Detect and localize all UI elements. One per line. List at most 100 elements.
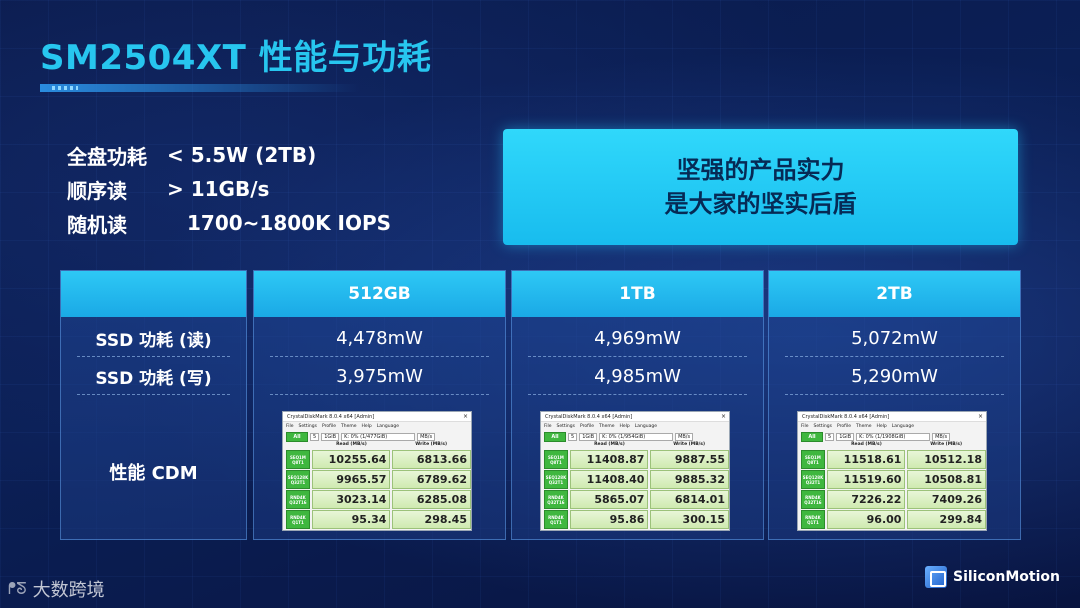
cdm-test-button[interactable]: RND4K Q32T16 xyxy=(544,490,568,509)
cdm-menu-item[interactable]: Language xyxy=(634,424,658,429)
cdm-all-button[interactable]: All xyxy=(286,431,308,442)
cdm-menu-item[interactable]: Help xyxy=(619,424,630,429)
cdm-test-button[interactable]: RND4K Q1T1 xyxy=(801,510,825,529)
cdm-test-button[interactable]: SEQ128K Q32T1 xyxy=(286,470,310,489)
close-icon[interactable]: × xyxy=(462,413,468,420)
cdm-menu-item[interactable]: Settings xyxy=(298,424,317,429)
cdm-result-row: RND4K Q32T16 5865.07 6814.01 xyxy=(541,490,729,509)
cdm-all-button[interactable]: All xyxy=(801,431,823,442)
cdm-all-button[interactable]: All xyxy=(544,431,566,442)
cdm-menu-item[interactable]: Theme xyxy=(341,424,357,429)
cdm-menu-item[interactable]: Settings xyxy=(556,424,575,429)
spec-label: 随机读 xyxy=(67,212,127,237)
spec-value: 1700~1800K IOPS xyxy=(187,211,392,235)
cdm-window: CrystalDiskMark 8.0.4 x64 [Admin] × File… xyxy=(282,411,472,531)
row-label-header xyxy=(61,271,246,317)
cdm-menu-item[interactable]: Settings xyxy=(813,424,832,429)
cdm-menu-item[interactable]: File xyxy=(286,424,294,429)
cdm-test-name: RND4K xyxy=(548,514,564,520)
siliconmotion-text: SiliconMotion xyxy=(953,569,1060,585)
cdm-test-button[interactable]: SEQ128K Q32T1 xyxy=(801,470,825,489)
cdm-unit-select[interactable]: MB/s xyxy=(417,432,436,441)
row-label-column: SSD 功耗 (读) SSD 功耗 (写) 性能 CDM xyxy=(60,270,247,540)
cdm-count-select[interactable]: 5 xyxy=(310,432,320,441)
cdm-write-value: 300.15 xyxy=(650,510,729,529)
cdm-read-header: Read (MB/s) xyxy=(336,442,367,447)
cdm-test-queue: Q8T1 xyxy=(550,459,562,465)
cdm-result-row: RND4K Q1T1 96.00 299.84 xyxy=(798,510,986,529)
cdm-test-queue: Q1T1 xyxy=(807,519,819,525)
siliconmotion-icon xyxy=(925,566,947,588)
cdm-size-select[interactable]: 1GiB xyxy=(321,432,340,441)
cdm-test-button[interactable]: RND4K Q1T1 xyxy=(286,510,310,529)
cdm-read-value: 5865.07 xyxy=(569,490,649,509)
cdm-menu-item[interactable]: Theme xyxy=(856,424,872,429)
cdm-window: CrystalDiskMark 8.0.4 x64 [Admin] × File… xyxy=(797,411,987,531)
cdm-controls: All 5 1GiB K: 0% (1/1908GiB) MB/s xyxy=(798,431,986,442)
cdm-read-value: 11408.87 xyxy=(569,450,649,469)
close-icon[interactable]: × xyxy=(720,413,726,420)
cdm-count-select[interactable]: 5 xyxy=(825,432,835,441)
cdm-test-button[interactable]: SEQ1M Q8T1 xyxy=(286,450,310,469)
cdm-test-button[interactable]: RND4K Q32T16 xyxy=(286,490,310,509)
cdm-drive-select[interactable]: K: 0% (1/1908GiB) xyxy=(856,432,931,441)
cdm-menu-item[interactable]: Language xyxy=(376,424,400,429)
cdm-test-name: SEQ1M xyxy=(548,454,564,460)
cdm-test-name: RND4K xyxy=(805,514,821,520)
cdm-unit-select[interactable]: MB/s xyxy=(932,432,951,441)
read-power-value: 4,969mW xyxy=(528,321,747,357)
cdm-write-value: 6813.66 xyxy=(392,450,471,469)
cdm-test-name: RND4K xyxy=(805,494,821,500)
cdm-write-value: 10508.81 xyxy=(907,470,986,489)
cdm-test-queue: Q32T1 xyxy=(548,479,564,485)
cdm-read-value: 11408.40 xyxy=(569,470,649,489)
cdm-menu-item[interactable]: Language xyxy=(891,424,915,429)
cdm-test-queue: Q32T1 xyxy=(805,479,821,485)
cdm-write-value: 9885.32 xyxy=(650,470,729,489)
cdm-test-button[interactable]: SEQ1M Q8T1 xyxy=(801,450,825,469)
cdm-menu-item[interactable]: Profile xyxy=(322,424,336,429)
cdm-read-value: 11519.60 xyxy=(826,470,906,489)
capacity-column: 512GB 4,478mW 3,975mW CrystalDiskMark 8.… xyxy=(253,270,506,540)
cdm-test-queue: Q32T16 xyxy=(804,499,822,505)
cdm-test-name: SEQ128K xyxy=(802,474,824,480)
cdm-test-button[interactable]: RND4K Q32T16 xyxy=(801,490,825,509)
cdm-test-button[interactable]: SEQ128K Q32T1 xyxy=(544,470,568,489)
spec-label: 全盘功耗 xyxy=(67,144,147,169)
cdm-size-select[interactable]: 1GiB xyxy=(579,432,598,441)
cdm-test-queue: Q8T1 xyxy=(292,459,304,465)
cdm-write-header: Write (MB/s) xyxy=(930,442,963,447)
cdm-result-row: SEQ128K Q32T1 11408.40 9885.32 xyxy=(541,470,729,489)
footer-brand-text: 大数跨境 xyxy=(32,580,105,601)
cdm-test-name: SEQ1M xyxy=(805,454,821,460)
cdm-menu-item[interactable]: File xyxy=(801,424,809,429)
cdm-results: SEQ1M Q8T1 10255.64 6813.66 SEQ128K Q32T1 9965… xyxy=(283,450,471,529)
cdm-result-row: SEQ1M Q8T1 11518.61 10512.18 xyxy=(798,450,986,469)
cdm-test-name: RND4K xyxy=(548,494,564,500)
cdm-menu-item[interactable]: Profile xyxy=(580,424,594,429)
close-icon[interactable]: × xyxy=(977,413,983,420)
cdm-drive-select[interactable]: K: 0% (1/954GiB) xyxy=(599,432,674,441)
cdm-menu-item[interactable]: Help xyxy=(876,424,887,429)
cdm-drive-select[interactable]: K: 0% (1/477GiB) xyxy=(341,432,416,441)
cdm-menu-item[interactable]: Profile xyxy=(837,424,851,429)
cdm-count-select[interactable]: 5 xyxy=(568,432,578,441)
cdm-size-select[interactable]: 1GiB xyxy=(836,432,855,441)
cdm-test-queue: Q32T16 xyxy=(289,499,307,505)
cdm-read-value: 95.34 xyxy=(311,510,391,529)
cdm-result-row: RND4K Q32T16 7226.22 7409.26 xyxy=(798,490,986,509)
cdm-write-header: Write (MB/s) xyxy=(673,442,706,447)
cdm-test-queue: Q1T1 xyxy=(292,519,304,525)
cdm-menu-item[interactable]: Theme xyxy=(599,424,615,429)
cdm-test-button[interactable]: SEQ1M Q8T1 xyxy=(544,450,568,469)
cdm-unit-select[interactable]: MB/s xyxy=(675,432,694,441)
title-dashes xyxy=(52,86,78,90)
cdm-test-button[interactable]: RND4K Q1T1 xyxy=(544,510,568,529)
spec-row-rand-read: 随机读 1700~1800K IOPS xyxy=(67,206,391,240)
cdm-test-queue: Q8T1 xyxy=(807,459,819,465)
cdm-result-row: SEQ1M Q8T1 10255.64 6813.66 xyxy=(283,450,471,469)
cdm-menu-item[interactable]: Help xyxy=(361,424,372,429)
cdm-header-row: Read (MB/s) Write (MB/s) xyxy=(798,442,986,450)
cdm-menu-item[interactable]: File xyxy=(544,424,552,429)
capacity-header: 512GB xyxy=(254,271,505,317)
